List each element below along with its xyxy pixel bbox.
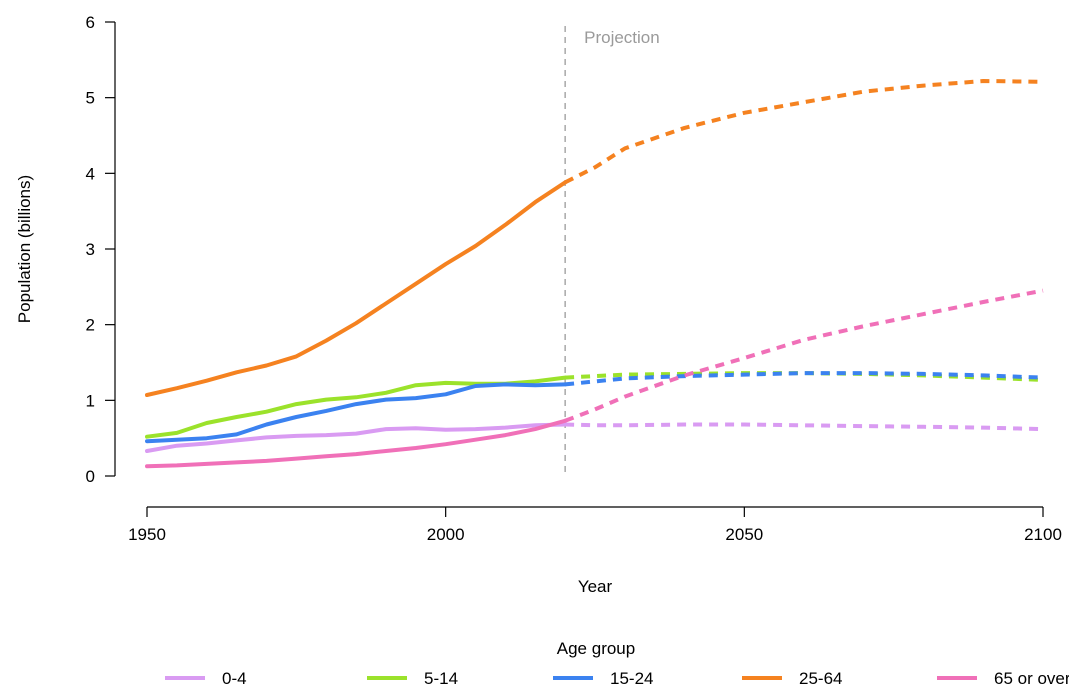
series-line-historic — [145, 418, 568, 469]
projection-marker: Projection — [564, 26, 660, 476]
series-line-historic — [145, 180, 568, 397]
y-tick-label: 2 — [86, 316, 95, 335]
legend-title: Age group — [557, 639, 635, 658]
y-tick-label: 1 — [86, 391, 95, 410]
y-tick-label: 0 — [86, 467, 95, 486]
projection-label: Projection — [584, 28, 660, 47]
series-2 — [145, 371, 1044, 444]
series-0 — [145, 422, 1044, 453]
x-tick-label: 1950 — [128, 525, 166, 544]
legend-item: 65 or over — [937, 669, 1069, 688]
series-line-historic — [145, 422, 568, 453]
legend-item: 25-64 — [742, 669, 842, 688]
y-tick-label: 3 — [86, 240, 95, 259]
legend-item: 5-14 — [367, 669, 458, 688]
series-line-projection — [564, 288, 1044, 423]
series-lines — [145, 79, 1044, 469]
axes: 0 1 2 3 4 5 6 1950 2000 2050 2100 — [86, 13, 1062, 544]
legend: 0-4 5-14 15-24 25-64 65 or over — [165, 669, 1069, 688]
y-tick-label: 5 — [86, 89, 95, 108]
y-tick-label: 6 — [86, 13, 95, 32]
legend-item: 0-4 — [165, 669, 247, 688]
legend-label: 0-4 — [222, 669, 247, 688]
series-3 — [145, 79, 1044, 397]
legend-label: 65 or over — [994, 669, 1069, 688]
series-line-projection — [564, 371, 1044, 387]
legend-label: 15-24 — [610, 669, 653, 688]
series-line-projection — [564, 79, 1044, 185]
legend-label: 5-14 — [424, 669, 458, 688]
legend-label: 25-64 — [799, 669, 842, 688]
series-line-projection — [565, 422, 1044, 432]
series-4 — [145, 288, 1044, 469]
y-tick-label: 4 — [86, 164, 95, 183]
x-tick-label: 2100 — [1024, 525, 1062, 544]
legend-item: 15-24 — [553, 669, 653, 688]
y-axis-title: Population (billions) — [15, 175, 34, 323]
x-axis-title: Year — [578, 577, 613, 596]
series-line-historic — [145, 382, 568, 444]
x-tick-label: 2000 — [427, 525, 465, 544]
x-tick-label: 2050 — [725, 525, 763, 544]
